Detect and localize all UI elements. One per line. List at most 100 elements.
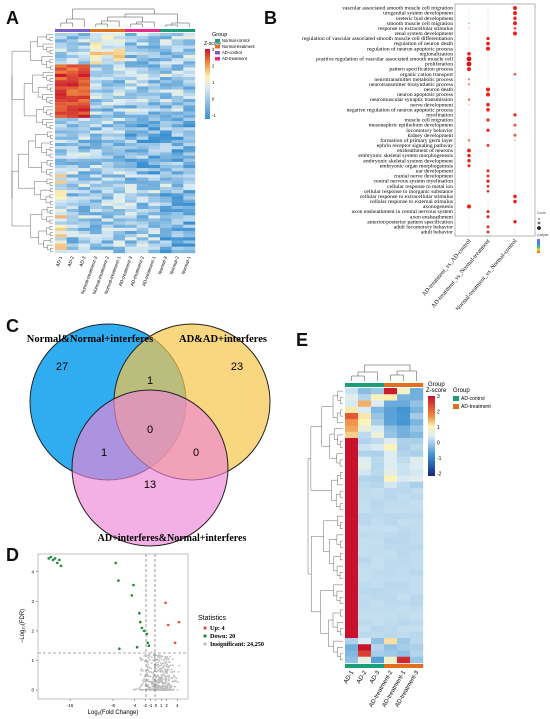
heatmap-cell [101, 249, 114, 254]
heatmap-cell [397, 519, 411, 526]
heatmap-cell [101, 196, 114, 200]
volcano-ytick: 3 [31, 599, 34, 604]
heatmap-cell [101, 146, 114, 150]
heatmap-cell [171, 215, 184, 219]
heatmap-cell [160, 193, 172, 197]
heatmap-cell [371, 500, 385, 507]
panel-b-dotplot: vascular associated smooth muscle cell m… [302, 3, 548, 310]
enrichment-dot [467, 164, 471, 168]
heatmap-cell [160, 36, 172, 40]
volcano-point-insignificant [153, 674, 156, 676]
heatmap-cell [90, 39, 102, 43]
volcano-point-insignificant [169, 664, 172, 667]
heatmap-cell [66, 64, 79, 68]
heatmap-cell [148, 174, 161, 178]
heatmap-cell [171, 205, 184, 210]
heatmap-cell [358, 625, 372, 632]
heatmap-cell [66, 193, 79, 197]
heatmap-cell [148, 246, 161, 251]
heatmap-cell [410, 431, 424, 439]
heatmap-cell [66, 70, 79, 75]
heatmap-cell [371, 394, 385, 401]
volcano-point-insignificant [147, 657, 150, 659]
heatmap-cell [78, 227, 91, 232]
heatmap-cell [55, 67, 67, 71]
heatmap-cell [183, 234, 196, 238]
heatmap-cell [136, 99, 149, 103]
heatmap-cell [397, 575, 411, 582]
enrichment-dot [486, 41, 490, 46]
enrichment-dot [513, 21, 517, 26]
heatmap-cell [136, 77, 149, 81]
heatmap-cell [78, 231, 91, 235]
heatmap-cell [78, 165, 91, 169]
heatmap-cell [78, 202, 91, 207]
heatmap-cell [113, 180, 126, 185]
heatmap-cell [78, 58, 91, 62]
group-bar-cell [160, 29, 172, 32]
enrichment-dot [513, 31, 517, 36]
heatmap-cell [160, 243, 172, 247]
heatmap-cell [90, 187, 102, 191]
volcano-point-insignificant [159, 686, 162, 689]
heatmap-cell [160, 168, 172, 172]
heatmap-cell [90, 224, 102, 229]
heatmap-cell [125, 124, 137, 128]
heatmap-cell [410, 438, 424, 445]
volcano-point-insignificant [162, 673, 165, 676]
volcano-point-down [114, 561, 117, 565]
go-term-label: neuron death [424, 87, 453, 93]
heatmap-cell [90, 61, 102, 65]
go-term-label: adult behavior [421, 230, 453, 236]
volcano-point-insignificant [157, 655, 160, 658]
heatmap-cell [171, 64, 184, 68]
group-bar-cell [148, 29, 161, 32]
heatmap-cell [101, 237, 114, 241]
heatmap-cell [183, 117, 196, 122]
heatmap-cell [397, 425, 411, 432]
heatmap-cell [78, 64, 91, 68]
heatmap-cell [66, 221, 79, 225]
heatmap-cell [113, 199, 126, 203]
volcano-point-insignificant [160, 674, 163, 677]
heatmap-cell [410, 588, 424, 595]
heatmap-cell [345, 500, 359, 507]
volcano-point-insignificant [164, 668, 167, 671]
heatmap-cell [90, 55, 102, 59]
heatmap-cell [90, 193, 102, 197]
heatmap-cell [136, 111, 149, 115]
heatmap-cell [397, 638, 411, 645]
heatmap-cell [78, 234, 91, 238]
heatmap-cell [358, 644, 372, 651]
heatmap-cell [125, 64, 137, 68]
heatmap-cell [125, 89, 137, 93]
heatmap-cell [397, 413, 411, 420]
heatmap-cell [55, 249, 67, 254]
legend-padjust-bar [537, 239, 540, 253]
heatmap-cell [55, 168, 67, 172]
heatmap-cell [101, 136, 114, 141]
heatmap-cell [66, 152, 79, 156]
volcano-point-insignificant [154, 657, 156, 660]
volcano-point-insignificant [165, 658, 168, 661]
heatmap-cell [101, 89, 114, 93]
heatmap-cell [183, 64, 196, 68]
heatmap-cell [66, 212, 79, 216]
volcano-point-down [140, 626, 144, 630]
heatmap-cell [125, 205, 137, 210]
heatmap-cell [160, 202, 172, 207]
heatmap-cell [345, 613, 359, 620]
heatmap-cell [136, 161, 149, 166]
heatmap-cell [55, 48, 67, 53]
heatmap-cell [160, 33, 172, 37]
heatmap-cell [101, 39, 114, 43]
heatmap-cell [66, 249, 79, 254]
go-term-label: urogenital system development [383, 11, 453, 17]
heatmap-cell [160, 149, 172, 153]
heatmap-cell [113, 240, 126, 244]
column-label: AD-2 [67, 255, 75, 267]
heatmap-cell [160, 130, 172, 134]
heatmap-cell [101, 45, 114, 49]
heatmap-cell [113, 73, 126, 78]
heatmap-cell [160, 190, 172, 194]
